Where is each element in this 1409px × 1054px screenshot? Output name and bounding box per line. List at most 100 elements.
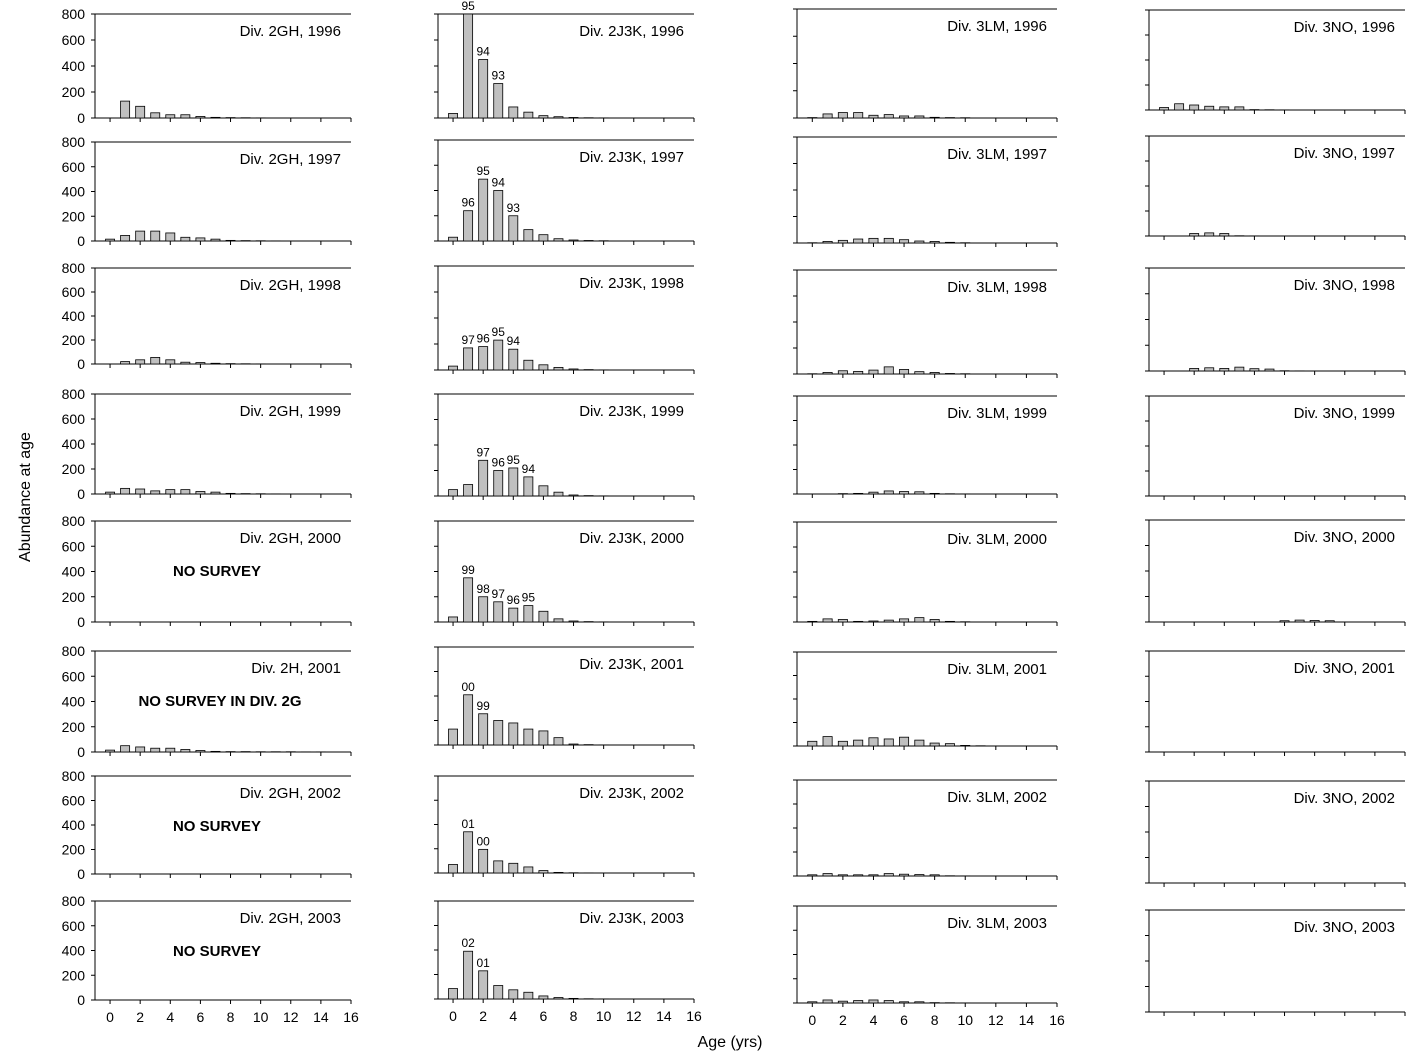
panel-title: Div. 3LM, 1996 [947,18,1047,35]
bar [568,494,579,497]
panel-title: Div. 3LM, 2001 [947,661,1047,678]
bar [568,620,579,623]
panel-title: Div. 3NO, 2003 [1294,919,1395,936]
bar [493,860,504,874]
x-tick-label: 12 [626,1008,642,1024]
bar [448,365,458,371]
bar-label: 99 [461,563,475,577]
bar [165,232,176,242]
bar [225,492,236,495]
y-tick-label: 400 [62,817,86,833]
bar [120,487,131,495]
bar [1279,620,1290,623]
bar [883,873,894,877]
bar [463,831,474,874]
bar [1309,620,1320,623]
bar [868,620,879,623]
x-tick-label: 6 [540,1008,548,1024]
panel-title: Div. 3NO, 1997 [1294,145,1395,162]
bar [105,749,115,753]
bar [837,1000,848,1004]
bar [105,491,115,495]
bar [120,100,131,119]
panel-title: Div. 2J3K, 1998 [579,275,684,292]
bar [944,743,955,747]
panel-title: Div. 2GH, 1997 [240,151,341,168]
bar [538,485,549,497]
bar [463,13,474,119]
x-tick-label: 2 [479,1008,487,1024]
bar [914,115,925,119]
panel-8: 0 200 400 600 800 Div. 2GH, 1998 [62,260,352,372]
bar [899,618,910,623]
bar [822,873,833,877]
bar [165,359,176,365]
bar [553,116,564,119]
bar [150,230,161,242]
y-tick-label: 400 [62,564,86,580]
bar [180,361,191,365]
bar [1189,104,1200,111]
bar [478,970,489,1000]
bar [493,601,504,623]
bar [463,484,474,497]
x-tick-label: 0 [106,1009,114,1025]
x-tick-label: 16 [686,1008,702,1024]
bar [899,873,910,877]
bar [868,237,879,244]
panel-title: Div. 2GH, 1996 [240,23,341,40]
panel-title: Div. 3NO, 1999 [1294,405,1395,422]
bar [553,238,564,242]
bar [165,747,176,753]
bar [822,241,833,244]
x-tick-label: 4 [870,1012,878,1028]
bar [899,1001,910,1004]
bar [899,115,910,119]
bar-label: 96 [476,332,490,346]
bar [868,114,879,119]
bar [448,236,458,242]
bar [837,112,848,119]
bar [1249,368,1260,372]
x-tick-label: 8 [570,1008,578,1024]
bar [568,368,579,371]
bar [899,369,910,375]
bar-label: 00 [461,680,475,694]
x-tick-label: 0 [449,1008,457,1024]
bar [538,234,549,242]
y-tick-label: 800 [62,643,86,659]
bar [538,870,549,874]
y-tick-label: 0 [77,744,85,760]
bar [135,746,146,753]
bar-label: 02 [461,936,475,950]
x-tick-label: 16 [343,1009,359,1025]
bar-label: 98 [476,582,490,596]
panel-title: Div. 3LM, 2002 [947,789,1047,806]
bar [960,745,971,747]
y-tick-label: 200 [62,461,86,477]
x-tick-label: 14 [656,1008,672,1024]
bar [1234,106,1245,111]
bar [914,739,925,747]
y-tick-label: 600 [62,918,86,934]
bar [448,489,458,497]
x-tick-label: 6 [197,1009,205,1025]
bar [210,116,221,119]
bar [463,950,474,1000]
panel-26: Div. 3LM, 2002 [793,779,1058,880]
bar [899,736,910,747]
bar [195,491,206,495]
bar [929,116,940,119]
bar-label: 95 [507,453,521,467]
panel-15: Div. 3NO, 1999 [1145,395,1406,500]
bar [448,728,458,746]
y-tick-label: 600 [62,411,86,427]
panel-title: Div. 3NO, 2000 [1294,529,1395,546]
y-tick-label: 800 [62,134,86,150]
y-tick-label: 600 [62,32,86,48]
bar [463,210,474,242]
panel-title: Div. 3NO, 2002 [1294,790,1395,807]
panel-6: Div. 3LM, 1997 [793,136,1058,247]
